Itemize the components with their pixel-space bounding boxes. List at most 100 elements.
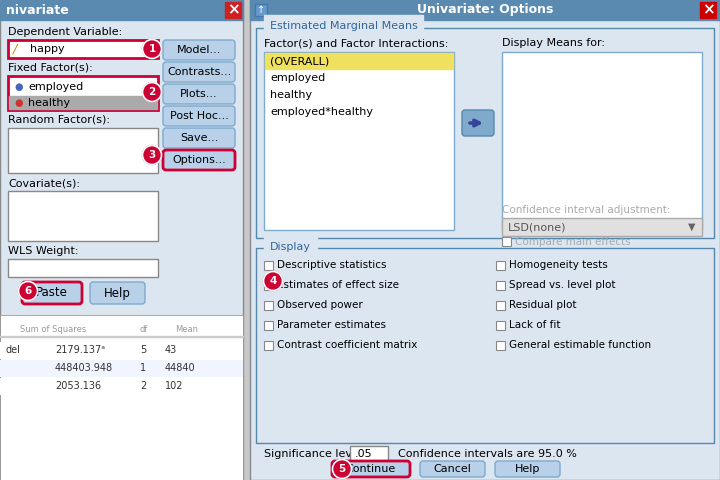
Text: 1: 1 (148, 44, 156, 54)
Circle shape (143, 145, 161, 165)
Text: ×: × (227, 2, 239, 17)
Text: 43: 43 (165, 345, 177, 355)
FancyBboxPatch shape (163, 84, 235, 104)
Text: Plots...: Plots... (180, 89, 218, 99)
Circle shape (333, 459, 351, 479)
FancyBboxPatch shape (163, 106, 235, 126)
Bar (8, 259, 158, 277)
Text: Significance level:: Significance level: (264, 449, 366, 459)
Text: Estimates of effect size: Estimates of effect size (277, 280, 399, 290)
Text: 44840: 44840 (165, 363, 196, 373)
Text: del: del (5, 345, 20, 355)
Text: Homogeneity tests: Homogeneity tests (509, 261, 608, 271)
Text: (OVERALL): (OVERALL) (270, 56, 329, 66)
FancyBboxPatch shape (163, 62, 235, 82)
Bar (0, 342, 243, 359)
Bar (256, 248, 714, 443)
Text: 448403.948: 448403.948 (55, 363, 113, 373)
Text: 2053.136: 2053.136 (55, 381, 101, 391)
Text: Paste: Paste (36, 287, 68, 300)
Text: Random Factor(s):: Random Factor(s): (8, 115, 110, 125)
Bar (8, 40, 158, 58)
Text: Spread vs. level plot: Spread vs. level plot (509, 280, 616, 290)
Text: ✓: ✓ (264, 280, 273, 290)
FancyBboxPatch shape (90, 282, 145, 304)
Text: Descriptive statistics: Descriptive statistics (277, 261, 387, 271)
Text: ●: ● (14, 82, 22, 92)
Bar (265, 53, 453, 69)
Bar (8, 76, 158, 110)
Text: df: df (140, 325, 148, 335)
Text: Contrasts...: Contrasts... (167, 67, 231, 77)
Bar (225, 2, 241, 18)
Circle shape (143, 39, 161, 59)
Text: 5: 5 (140, 345, 146, 355)
Text: 2: 2 (140, 381, 146, 391)
Text: Save...: Save... (180, 133, 218, 143)
Text: Residual plot: Residual plot (509, 300, 577, 311)
Text: Contrast coefficient matrix: Contrast coefficient matrix (277, 340, 418, 350)
Bar (250, 0, 720, 20)
FancyBboxPatch shape (495, 461, 560, 477)
Text: Factor(s) and Factor Interactions:: Factor(s) and Factor Interactions: (264, 38, 449, 48)
Bar (8, 128, 158, 173)
Text: 4: 4 (269, 276, 276, 286)
Text: Fixed Factor(s):: Fixed Factor(s): (8, 63, 93, 73)
Text: Help: Help (515, 464, 540, 474)
FancyBboxPatch shape (332, 461, 410, 477)
Bar (0, 378, 243, 395)
FancyBboxPatch shape (420, 461, 485, 477)
Text: 2: 2 (148, 87, 156, 97)
Text: Options...: Options... (172, 155, 226, 165)
Text: ▼: ▼ (688, 222, 696, 232)
FancyBboxPatch shape (22, 282, 82, 304)
Text: Cancel: Cancel (433, 464, 472, 474)
Text: ●: ● (14, 98, 22, 108)
FancyBboxPatch shape (163, 150, 235, 170)
Bar (496, 321, 505, 330)
Text: Help: Help (104, 287, 131, 300)
Text: .05: .05 (355, 449, 373, 459)
Text: Compare main effects: Compare main effects (515, 237, 631, 247)
Text: Confidence intervals are 95.0 %: Confidence intervals are 95.0 % (398, 449, 577, 459)
Bar (8, 191, 158, 241)
FancyBboxPatch shape (163, 128, 235, 148)
Bar (496, 261, 505, 270)
Text: Mean: Mean (175, 325, 198, 335)
Bar (700, 2, 716, 18)
Bar (350, 446, 388, 462)
Text: General estimable function: General estimable function (509, 340, 651, 350)
Bar (502, 52, 702, 230)
Bar (255, 4, 267, 16)
Bar (0, 360, 243, 377)
Bar (264, 341, 273, 350)
Text: ×: × (701, 2, 714, 17)
Text: healthy: healthy (28, 98, 70, 108)
Bar (9, 96, 157, 109)
Text: Continue: Continue (346, 464, 396, 474)
Text: Display: Display (270, 242, 311, 252)
Circle shape (19, 281, 37, 300)
Bar (264, 321, 273, 330)
Text: Observed power: Observed power (277, 300, 363, 311)
Text: employed: employed (28, 82, 84, 92)
Bar (264, 281, 273, 290)
Text: 102: 102 (165, 381, 184, 391)
Text: Post Hoc...: Post Hoc... (170, 111, 228, 121)
Text: /: / (13, 43, 17, 56)
Text: nivariate: nivariate (6, 3, 68, 16)
Text: Univariate: Options: Univariate: Options (417, 3, 553, 16)
Text: 2179.137ᵃ: 2179.137ᵃ (55, 345, 105, 355)
Text: Display Means for:: Display Means for: (502, 38, 605, 48)
Bar (264, 261, 273, 270)
Bar (264, 301, 273, 310)
Circle shape (264, 272, 282, 290)
Bar (264, 52, 454, 230)
Circle shape (143, 83, 161, 101)
Bar (0, 0, 243, 480)
Bar (0, 315, 243, 480)
Text: employed*healthy: employed*healthy (270, 107, 373, 117)
Bar (496, 301, 505, 310)
Text: 5: 5 (338, 464, 346, 474)
Text: healthy: healthy (270, 90, 312, 100)
